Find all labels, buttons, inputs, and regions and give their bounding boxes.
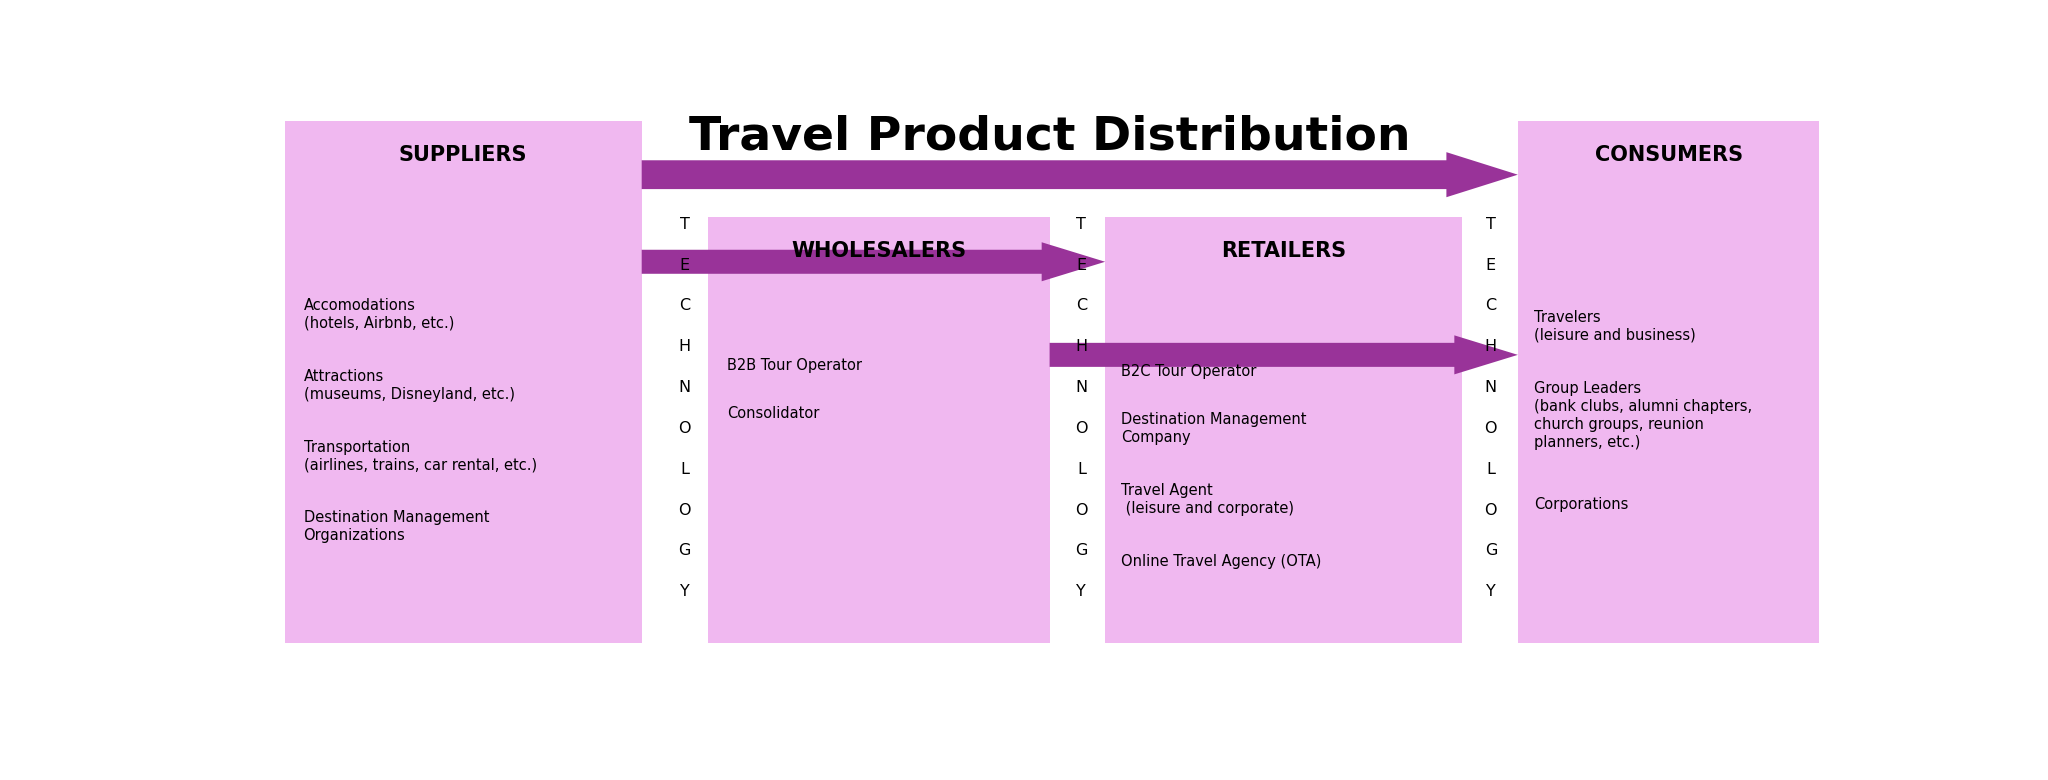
- Text: T: T: [1077, 217, 1085, 232]
- Text: H: H: [1075, 339, 1087, 354]
- Text: Y: Y: [1487, 584, 1495, 599]
- Text: Travelers
(leisure and business): Travelers (leisure and business): [1534, 310, 1696, 343]
- Text: Group Leaders
(bank clubs, alumni chapters,
church groups, reunion
planners, etc: Group Leaders (bank clubs, alumni chapte…: [1534, 381, 1751, 450]
- Text: C: C: [1485, 299, 1497, 314]
- Text: O: O: [678, 421, 690, 436]
- Text: Travel Agent
 (leisure and corporate): Travel Agent (leisure and corporate): [1120, 483, 1294, 516]
- Polygon shape: [641, 243, 1106, 282]
- Text: Transportation
(airlines, trains, car rental, etc.): Transportation (airlines, trains, car re…: [303, 440, 537, 473]
- Text: Travel Product Distribution: Travel Product Distribution: [688, 115, 1411, 160]
- Text: G: G: [1075, 544, 1087, 558]
- Text: SUPPLIERS: SUPPLIERS: [399, 144, 528, 165]
- Text: Y: Y: [1077, 584, 1085, 599]
- Polygon shape: [641, 152, 1518, 197]
- Text: Attractions
(museums, Disneyland, etc.): Attractions (museums, Disneyland, etc.): [303, 369, 514, 402]
- Text: Destination Management
Organizations: Destination Management Organizations: [303, 510, 489, 544]
- Text: O: O: [1075, 502, 1087, 518]
- Text: O: O: [1485, 421, 1497, 436]
- Text: N: N: [1075, 380, 1087, 395]
- Text: E: E: [1485, 257, 1495, 272]
- Text: Online Travel Agency (OTA): Online Travel Agency (OTA): [1120, 554, 1321, 569]
- Text: G: G: [678, 544, 690, 558]
- Text: C: C: [680, 299, 690, 314]
- Text: L: L: [680, 462, 688, 477]
- Text: C: C: [1075, 299, 1087, 314]
- FancyBboxPatch shape: [285, 121, 641, 643]
- Text: H: H: [1485, 339, 1497, 354]
- Text: Consolidator: Consolidator: [727, 406, 819, 421]
- FancyBboxPatch shape: [709, 217, 1049, 644]
- Text: T: T: [680, 217, 690, 232]
- Text: RETAILERS: RETAILERS: [1221, 241, 1346, 261]
- Text: G: G: [1485, 544, 1497, 558]
- Text: O: O: [678, 502, 690, 518]
- Text: CONSUMERS: CONSUMERS: [1595, 144, 1743, 165]
- FancyBboxPatch shape: [1106, 217, 1462, 644]
- Text: L: L: [1487, 462, 1495, 477]
- Text: Accomodations
(hotels, Airbnb, etc.): Accomodations (hotels, Airbnb, etc.): [303, 298, 455, 331]
- Text: Corporations: Corporations: [1534, 497, 1628, 512]
- Text: N: N: [1485, 380, 1497, 395]
- Text: B2B Tour Operator: B2B Tour Operator: [727, 358, 862, 373]
- Polygon shape: [1049, 335, 1518, 374]
- Text: E: E: [1077, 257, 1085, 272]
- Text: L: L: [1077, 462, 1085, 477]
- Text: E: E: [680, 257, 690, 272]
- Text: N: N: [678, 380, 690, 395]
- Text: Y: Y: [680, 584, 690, 599]
- Text: WHOLESALERS: WHOLESALERS: [791, 241, 967, 261]
- Text: O: O: [1075, 421, 1087, 436]
- Text: H: H: [678, 339, 690, 354]
- FancyBboxPatch shape: [1518, 121, 1819, 643]
- Text: Destination Management
Company: Destination Management Company: [1120, 412, 1307, 445]
- Text: B2C Tour Operator: B2C Tour Operator: [1120, 363, 1255, 379]
- Text: O: O: [1485, 502, 1497, 518]
- Text: T: T: [1487, 217, 1495, 232]
